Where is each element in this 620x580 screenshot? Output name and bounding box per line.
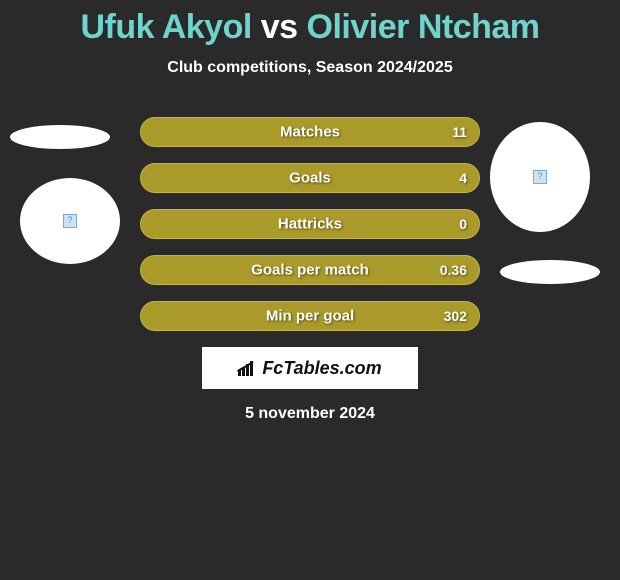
stat-label: Goals [289, 170, 331, 187]
source-logo-box: FcTables.com [202, 347, 418, 389]
stat-bar: Matches 11 [140, 117, 480, 147]
stat-value-right: 0.36 [440, 262, 467, 278]
comparison-title: Ufuk Akyol vs Olivier Ntcham [0, 0, 620, 47]
stat-label: Goals per match [251, 262, 369, 279]
stat-value-right: 0 [459, 216, 467, 232]
stat-bar: Goals 4 [140, 163, 480, 193]
stat-value-right: 4 [459, 170, 467, 186]
decorative-ellipse [500, 260, 600, 284]
date: 5 november 2024 [0, 405, 620, 423]
stats-bars: Matches 11 Goals 4 Hattricks 0 Goals per… [140, 117, 480, 331]
player-right-name: Olivier Ntcham [307, 8, 540, 46]
stat-label: Hattricks [278, 216, 342, 233]
stat-label: Matches [280, 124, 340, 141]
bar-chart-icon [238, 360, 258, 376]
missing-image-icon: ? [63, 214, 77, 228]
vs-label: vs [261, 8, 298, 46]
stat-value-right: 11 [452, 124, 467, 140]
subtitle: Club competitions, Season 2024/2025 [0, 59, 620, 77]
player-avatar-right: ? [490, 122, 590, 232]
stat-bar: Min per goal 302 [140, 301, 480, 331]
stat-bar: Goals per match 0.36 [140, 255, 480, 285]
player-avatar-left: ? [20, 178, 120, 264]
source-logo-text: FcTables.com [262, 358, 381, 379]
stat-bar: Hattricks 0 [140, 209, 480, 239]
stat-value-right: 302 [444, 308, 467, 324]
missing-image-icon: ? [533, 170, 547, 184]
decorative-ellipse [10, 125, 110, 149]
player-left-name: Ufuk Akyol [80, 8, 251, 46]
stat-label: Min per goal [266, 308, 354, 325]
